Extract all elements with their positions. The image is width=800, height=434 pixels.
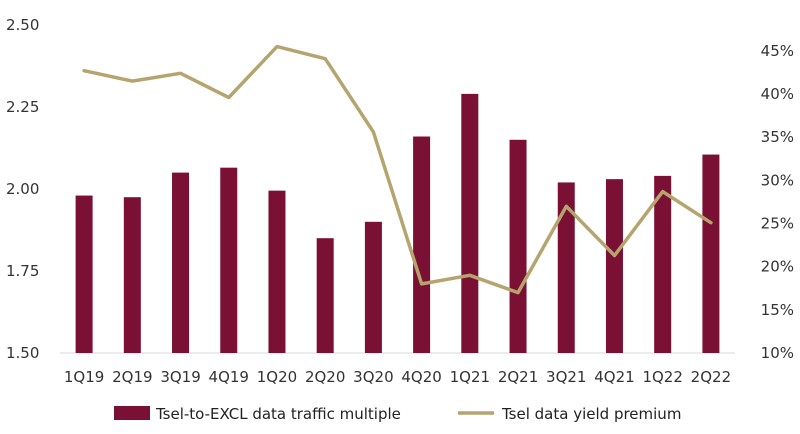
legend-swatch-bar bbox=[114, 406, 150, 420]
legend-label-line: Tsel data yield premium bbox=[501, 405, 681, 423]
bar bbox=[413, 136, 431, 353]
legend-label-bar: Tsel-to-EXCL data traffic multiple bbox=[155, 405, 401, 423]
x-tick-label: 4Q19 bbox=[209, 368, 249, 386]
y-right-tick-label: 10% bbox=[761, 344, 794, 362]
bar bbox=[316, 238, 334, 353]
bar bbox=[220, 167, 238, 353]
bar bbox=[509, 139, 527, 353]
x-axis-labels: 1Q19 2Q19 3Q19 4Q19 1Q20 2Q20 3Q20 4Q20 1Q21 2Q21… bbox=[64, 368, 731, 386]
y-right-tick-label: 45% bbox=[761, 42, 794, 60]
x-tick-label: 1Q19 bbox=[64, 368, 104, 386]
y-left-tick-label: 1.75 bbox=[6, 262, 39, 280]
left-axis: 1.50 1.75 2.00 2.25 2.50 bbox=[6, 16, 39, 362]
x-tick-label: 1Q21 bbox=[450, 368, 490, 386]
x-tick-label: 1Q20 bbox=[257, 368, 297, 386]
y-left-tick-label: 2.50 bbox=[6, 16, 39, 34]
x-tick-label: 4Q20 bbox=[401, 368, 441, 386]
y-right-tick-label: 25% bbox=[761, 215, 794, 233]
x-tick-label: 2Q22 bbox=[691, 368, 731, 386]
y-left-tick-label: 2.00 bbox=[6, 180, 39, 198]
y-right-tick-label: 20% bbox=[761, 258, 794, 276]
y-right-tick-label: 40% bbox=[761, 85, 794, 103]
legend: Tsel-to-EXCL data traffic multiple Tsel … bbox=[114, 405, 681, 423]
x-tick-label: 3Q20 bbox=[353, 368, 393, 386]
x-tick-label: 2Q19 bbox=[112, 368, 152, 386]
x-tick-label: 3Q21 bbox=[546, 368, 586, 386]
bar bbox=[123, 197, 141, 353]
bar bbox=[557, 182, 575, 353]
y-right-tick-label: 35% bbox=[761, 128, 794, 146]
y-right-tick-label: 15% bbox=[761, 301, 794, 319]
x-tick-label: 2Q21 bbox=[498, 368, 538, 386]
x-tick-label: 3Q19 bbox=[160, 368, 200, 386]
series-line bbox=[82, 44, 713, 295]
x-tick-label: 2Q20 bbox=[305, 368, 345, 386]
bar bbox=[268, 190, 286, 353]
line-layer bbox=[82, 44, 713, 295]
bar bbox=[172, 172, 190, 353]
y-left-tick-label: 1.50 bbox=[6, 344, 39, 362]
bar bbox=[75, 195, 93, 353]
bar bbox=[654, 175, 672, 353]
bar bbox=[364, 221, 382, 353]
y-right-tick-label: 30% bbox=[761, 171, 794, 189]
y-left-tick-label: 2.25 bbox=[6, 98, 39, 116]
bar bbox=[461, 93, 479, 353]
x-tick-label: 4Q21 bbox=[594, 368, 634, 386]
x-tick-label: 1Q22 bbox=[642, 368, 682, 386]
bar bbox=[605, 179, 623, 353]
right-axis: 10% 15% 20% 25% 30% 35% 40% 45% bbox=[761, 42, 794, 362]
bar bbox=[702, 154, 720, 353]
bars bbox=[75, 93, 720, 353]
